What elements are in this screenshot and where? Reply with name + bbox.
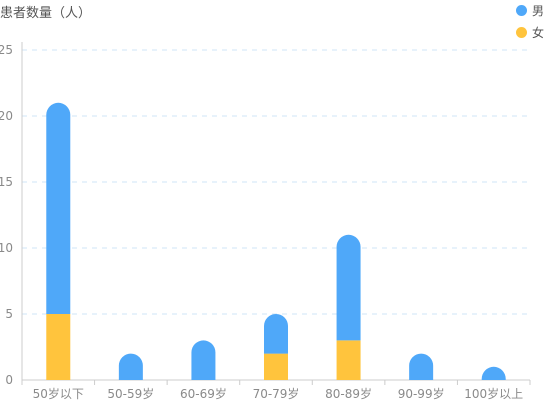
x-tick-label: 70-79岁 [253,386,300,401]
x-axis: 50岁以下 50-59岁 60-69岁 70-79岁 80-89岁 90-99岁 100岁以… [21,379,531,401]
y-tick-label: 25 [0,43,13,57]
bar-female [336,340,361,380]
bar-male [118,353,143,380]
y-tick-label: 20 [0,109,13,123]
bar-male [191,340,216,380]
bar-female [264,353,288,380]
bar-male [264,314,288,354]
y-tick-label: 0 [5,373,13,387]
legend-item-male[interactable]: 男 [515,2,544,18]
bar-male [481,366,506,380]
legend-label-female: 女 [531,25,544,40]
x-tick-label: 80-89岁 [325,386,372,401]
x-tick-label: 50-59岁 [107,386,154,401]
x-tick-label: 50岁以下 [33,386,84,401]
bars [46,102,506,380]
legend-swatch-female [515,26,527,38]
x-tick-label: 60-69岁 [180,386,227,401]
legend-swatch-male [515,4,527,16]
y-tick-label: 10 [0,241,13,255]
legend-item-female[interactable]: 女 [515,24,544,40]
x-tick-label: 90-99岁 [398,386,445,401]
bar-female [46,314,71,380]
y-axis: 0 5 10 15 20 25 [0,42,23,387]
y-tick-label: 15 [0,175,13,189]
bar-male [409,353,434,380]
bar-male [46,102,71,314]
grid-lines [22,49,530,315]
legend: 男 女 [515,2,544,46]
x-tick-label: 100岁以上 [464,386,523,401]
legend-label-male: 男 [531,3,544,18]
bar-male [336,234,361,341]
y-tick-label: 5 [5,307,13,321]
y-axis-title: 患者数量（人） [0,6,92,21]
